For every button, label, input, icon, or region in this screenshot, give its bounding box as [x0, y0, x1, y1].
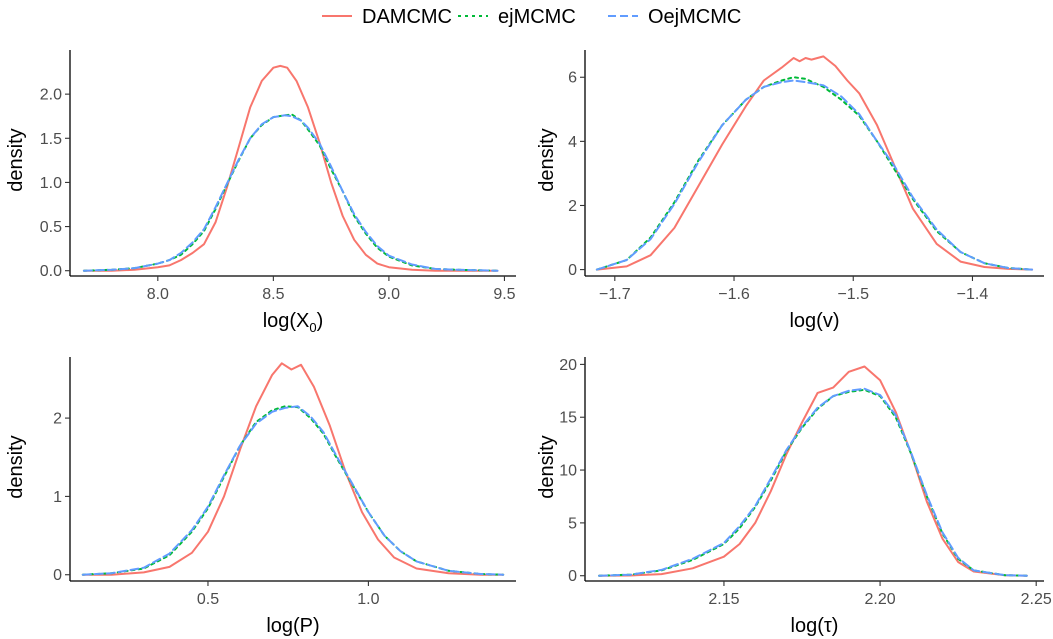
x-tick-label: 8.0: [147, 286, 169, 303]
y-axis-title: density: [536, 435, 558, 498]
x-tick-label: 9.0: [378, 286, 400, 303]
x-tick-label: 9.5: [493, 286, 515, 303]
x-tick-label: 2.25: [1021, 591, 1052, 608]
x-axis-title-main: log(X: [263, 310, 310, 332]
x-tick-label: 2.20: [865, 591, 896, 608]
legend-label-1: ejMCMC: [498, 6, 576, 28]
x-tick-label: 2.15: [708, 591, 739, 608]
y-tick-label: 0: [568, 262, 577, 279]
series-line-damcmc: [595, 55, 1034, 271]
legend-item-1: ejMCMC: [458, 6, 576, 28]
legend-item-2: OejMCMC: [608, 6, 741, 28]
x-tick-label: −1.4: [957, 286, 989, 303]
series-line-oejmcmc: [82, 114, 499, 272]
y-tick-label: 1.0: [40, 175, 62, 192]
y-tick-label: 0.5: [40, 219, 62, 236]
x-axis-title: log(v): [789, 310, 839, 332]
y-tick-label: 1: [53, 489, 62, 506]
y-tick-label: 1.5: [40, 131, 62, 148]
x-tick-label: −1.7: [599, 286, 631, 303]
legend-label-0: DAMCMC: [362, 6, 452, 28]
y-tick-label: 20: [559, 357, 577, 374]
legend-label-2: OejMCMC: [648, 6, 741, 28]
series-line-oejmcmc: [595, 79, 1034, 271]
panel-3: 0 5 10 15 20 2.15 2.20 2.25 log(τ) density: [536, 357, 1052, 637]
series-line-oejmcmc: [598, 387, 1028, 577]
series-line-damcmc: [598, 365, 1028, 577]
y-tick-label: 2: [53, 411, 62, 428]
y-tick-label: 0: [568, 568, 577, 585]
x-axis-title: log(P): [266, 615, 319, 637]
y-tick-label: 5: [568, 515, 577, 532]
panel-1: 0 2 4 6 −1.7 −1.6 −1.5 −1.4 log(v) density: [536, 50, 1044, 332]
y-tick-label: 2: [568, 198, 577, 215]
x-tick-label: −1.6: [718, 286, 750, 303]
y-tick-label: 2.0: [40, 87, 62, 104]
x-tick-label: 8.5: [262, 286, 284, 303]
series-line-ejmcmc: [82, 113, 499, 272]
y-tick-label: 15: [559, 410, 577, 427]
x-tick-label: 1.0: [357, 591, 379, 608]
x-tick-label: −1.5: [837, 286, 869, 303]
legend-item-0: DAMCMC: [322, 6, 452, 28]
series-line-oejmcmc: [81, 405, 505, 576]
y-tick-label: 0: [53, 567, 62, 584]
y-axis-title: density: [536, 128, 558, 191]
x-axis-title-sub: 0: [309, 320, 316, 335]
y-tick-label: 0.0: [40, 263, 62, 280]
y-tick-label: 4: [568, 134, 577, 151]
x-axis-title: log(X0): [263, 310, 324, 335]
y-tick-label: 10: [559, 463, 577, 480]
x-tick-label: 0.5: [197, 591, 219, 608]
y-axis-title: density: [5, 128, 27, 191]
x-axis-title-tail: ): [317, 310, 324, 332]
series-line-ejmcmc: [598, 388, 1028, 577]
chart-panels: 0.00.51.01.52.08.0 8.5 9.0 9.5log(X0)densit…: [5, 50, 1052, 637]
panel-2: 0 1 2 0.5 1.0 log(P) density: [5, 357, 516, 637]
y-axis-title: density: [5, 435, 27, 498]
legend: DAMCMC ejMCMC OejMCMC: [322, 6, 741, 28]
series-line-damcmc: [82, 64, 499, 272]
panel-0: 0.0 0.5 1.0 1.5 2.0 8.0 8.5 9.0 9.5 log(X0) densit…: [5, 50, 516, 335]
x-axis-title: log(τ): [791, 615, 839, 637]
y-tick-label: 6: [568, 70, 577, 87]
series-line-damcmc: [81, 362, 505, 576]
series-line-ejmcmc: [81, 405, 505, 576]
